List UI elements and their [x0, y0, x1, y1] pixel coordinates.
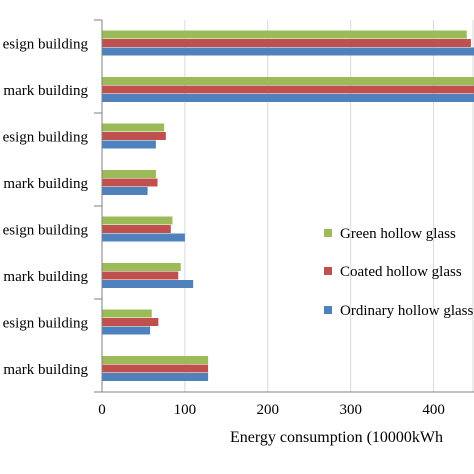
bar-1-4 [102, 170, 156, 178]
category-labels: esign building mark building esign buildin… [3, 36, 89, 378]
x-tick-label: 400 [422, 402, 445, 418]
x-tick-label: 0 [98, 402, 106, 418]
bar-3-2 [102, 94, 474, 102]
category-label: esign building [3, 129, 89, 145]
x-axis-title: Energy consumption (10000kWh [230, 429, 443, 446]
bar-2-1 [102, 39, 471, 47]
bar-2-5 [102, 225, 171, 233]
bar-3-6 [102, 280, 194, 288]
category-label: esign building [3, 222, 89, 238]
category-label: esign building [3, 36, 89, 52]
bar-1-6 [102, 263, 181, 271]
category-label: esign building [3, 315, 89, 331]
bar-1-1 [102, 30, 467, 39]
legend-swatch-2 [324, 267, 332, 275]
bar-3-4 [102, 187, 148, 195]
bar-1-3 [102, 123, 165, 132]
bar-3-1 [102, 47, 474, 56]
bar-2-4 [102, 178, 158, 187]
legend-swatch-1 [324, 229, 332, 237]
bar-2-6 [102, 271, 179, 280]
bar-1-2 [102, 77, 474, 85]
bar-2-3 [102, 132, 166, 140]
legend-swatch-3 [324, 306, 332, 314]
bar-3-8 [102, 373, 209, 381]
x-tick-label: 100 [174, 402, 197, 418]
bar-2-8 [102, 364, 209, 373]
x-tick-label: 300 [339, 402, 362, 418]
legend-label-3: Ordinary hollow glass [340, 303, 473, 319]
legend-label-2: Coated hollow glass [340, 264, 462, 280]
bar-1-5 [102, 216, 173, 225]
bar-3-3 [102, 140, 156, 149]
axes [94, 19, 474, 393]
category-label: mark building [3, 176, 88, 192]
legend: Green hollow glass Coated hollow glass Ord… [324, 226, 473, 319]
x-tick-label: 200 [257, 402, 280, 418]
bar-3-5 [102, 233, 185, 242]
bar-2-2 [102, 85, 474, 94]
x-tick-labels: 0 100 200 300 400 [98, 402, 445, 418]
bar-2-7 [102, 318, 159, 326]
category-label: mark building [3, 83, 88, 99]
bar-3-7 [102, 326, 151, 335]
grid-lines [184, 20, 474, 392]
bar-1-7 [102, 309, 152, 318]
category-label: mark building [3, 362, 88, 378]
category-label: mark building [3, 269, 88, 285]
legend-label-1: Green hollow glass [340, 226, 456, 242]
bar-1-8 [102, 356, 209, 364]
bars [102, 30, 474, 381]
